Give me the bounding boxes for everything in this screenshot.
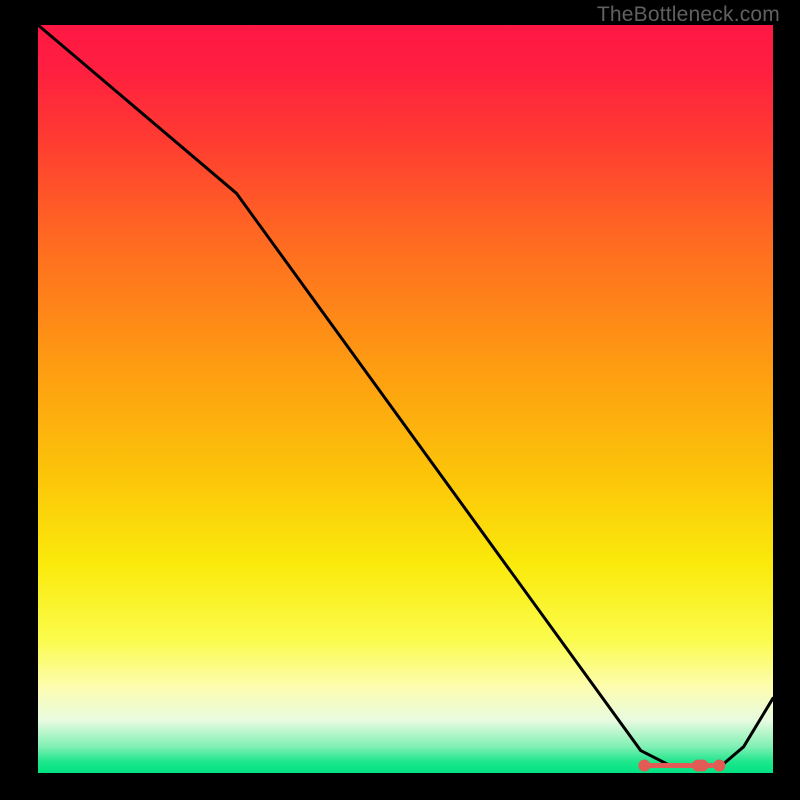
chart-container: TheBottleneck.com <box>0 0 800 800</box>
chart-svg <box>0 0 800 800</box>
watermark-text: TheBottleneck.com <box>597 3 780 27</box>
